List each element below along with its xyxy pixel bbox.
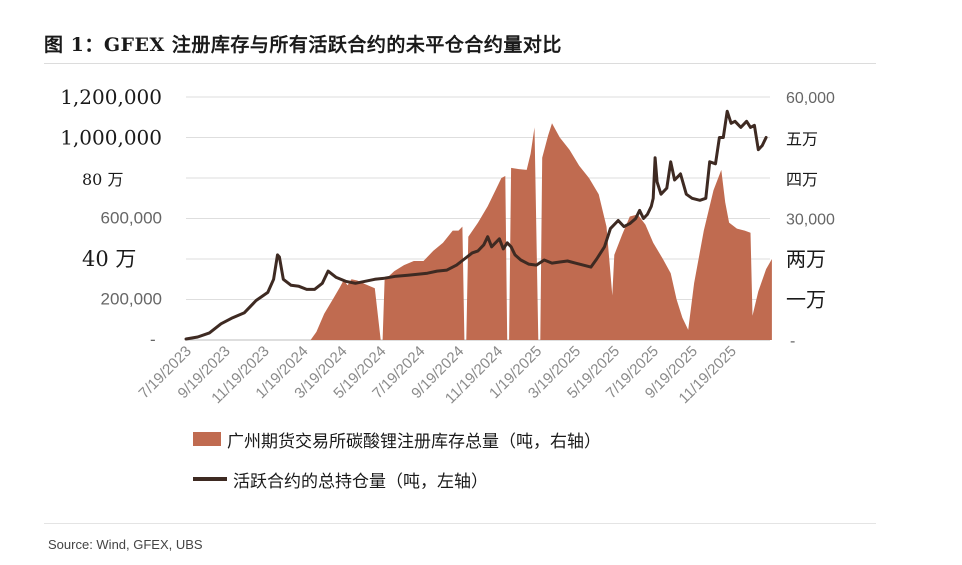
right-axis-ticks: - 一万 两万 30,000 四万 五万 60,000	[786, 90, 835, 350]
right-tick-label: 两万	[786, 247, 826, 271]
legend-swatch-line	[193, 477, 227, 481]
legend-swatch-area	[193, 432, 221, 446]
source-note: Source: Wind, GFEX, UBS	[48, 537, 203, 552]
left-tick-label: -	[150, 330, 156, 349]
left-tick-label: 600,000	[101, 209, 162, 228]
legend-label-inventory: 广州期货交易所碳酸锂注册库存总量（吨，右轴）	[227, 431, 601, 452]
right-tick-label: 60,000	[786, 90, 835, 107]
legend-item-open-interest: 活跃合约的总持仓量（吨，左轴）	[193, 467, 488, 492]
inventory-area	[310, 123, 772, 340]
chart-svg: - 200,000 40 万 600,000 80 万 1,000,000 1,200,00…	[60, 85, 835, 407]
left-axis-ticks: - 200,000 40 万 600,000 80 万 1,000,000 1,200,00…	[60, 85, 162, 349]
legend-item-inventory: 广州期货交易所碳酸锂注册库存总量（吨，右轴）	[193, 427, 601, 452]
right-tick-label: -	[790, 333, 795, 350]
x-axis-ticks: 7/19/20239/19/202311/19/20231/19/20243/1…	[136, 343, 740, 407]
footer-divider	[44, 523, 876, 524]
legend-label-open-interest: 活跃合约的总持仓量（吨，左轴）	[233, 471, 488, 492]
left-tick-label: 1,000,000	[60, 126, 162, 150]
right-tick-label: 30,000	[786, 212, 835, 229]
left-tick-label: 80 万	[82, 170, 123, 189]
right-tick-label: 四万	[786, 170, 818, 189]
left-tick-label: 200,000	[101, 290, 162, 309]
open-interest-line	[184, 109, 768, 341]
open-interest-line-series	[184, 109, 768, 341]
right-tick-label: 一万	[786, 288, 826, 312]
chart-title: 图 1：GFEX 注册库存与所有活跃合约的未平仓合约量对比	[44, 34, 562, 56]
title-divider	[44, 63, 876, 64]
left-tick-label: 1,200,000	[60, 85, 162, 109]
inventory-area-series	[310, 123, 772, 340]
left-tick-label: 40 万	[82, 247, 136, 271]
right-tick-label: 五万	[786, 130, 818, 149]
